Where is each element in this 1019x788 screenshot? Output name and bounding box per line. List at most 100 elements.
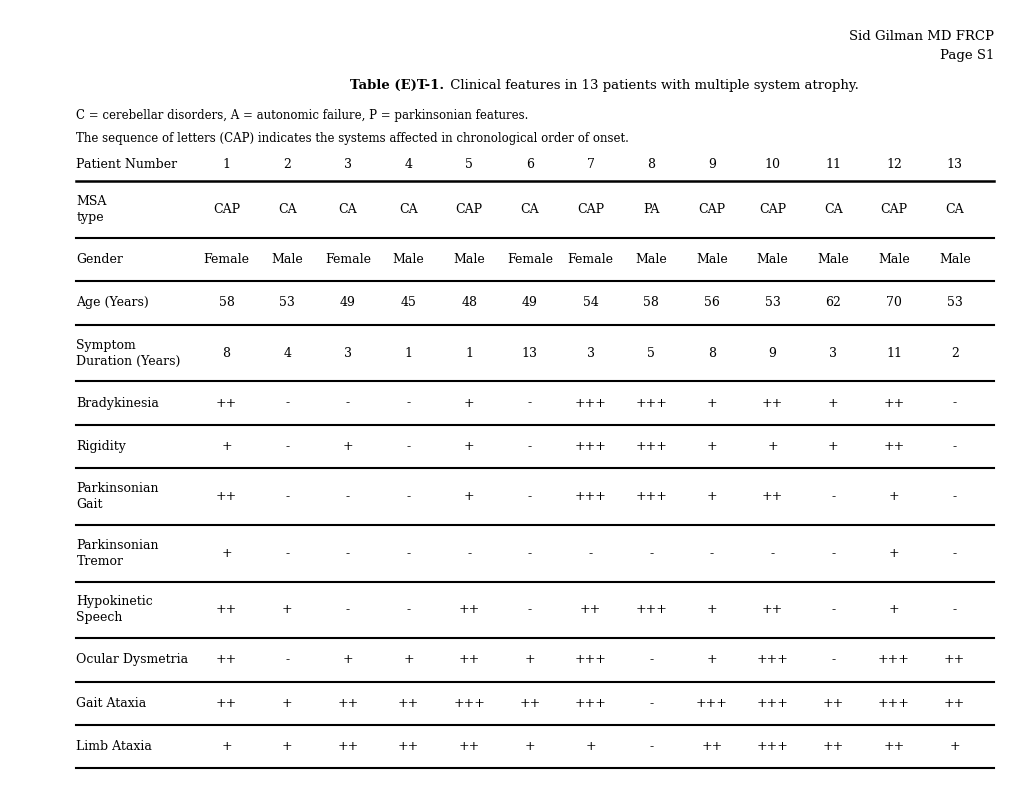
Text: +++: +++	[574, 490, 606, 503]
Text: Female: Female	[203, 253, 250, 266]
Text: +: +	[949, 740, 959, 753]
Text: -: -	[952, 604, 956, 616]
Text: ++: ++	[761, 604, 783, 616]
Text: Parkinsonian
Gait: Parkinsonian Gait	[76, 482, 159, 511]
Text: C = cerebellar disorders, A = autonomic failure, P = parkinsonian features.: C = cerebellar disorders, A = autonomic …	[76, 109, 529, 121]
Text: -: -	[345, 490, 350, 503]
Text: Page S1: Page S1	[940, 49, 994, 61]
Text: 4: 4	[405, 158, 412, 170]
Text: 9: 9	[707, 158, 715, 170]
Text: 13: 13	[946, 158, 962, 170]
Text: Male: Male	[695, 253, 728, 266]
Text: +++: +++	[756, 740, 788, 753]
Text: 48: 48	[461, 296, 477, 310]
Text: Male: Male	[635, 253, 666, 266]
Text: 70: 70	[886, 296, 901, 310]
Text: CA: CA	[277, 203, 297, 216]
Text: +++: +++	[574, 440, 606, 453]
Text: +: +	[888, 604, 899, 616]
Text: ++: ++	[216, 653, 236, 667]
Text: +: +	[888, 490, 899, 503]
Text: -: -	[830, 653, 835, 667]
Text: -: -	[830, 604, 835, 616]
Text: 13: 13	[522, 347, 537, 359]
Text: CAP: CAP	[213, 203, 239, 216]
Text: 53: 53	[946, 296, 962, 310]
Text: ++: ++	[822, 697, 843, 710]
Text: 49: 49	[522, 296, 537, 310]
Text: +: +	[342, 440, 353, 453]
Text: Male: Male	[816, 253, 849, 266]
Text: 3: 3	[343, 347, 352, 359]
Text: 5: 5	[465, 158, 473, 170]
Text: ++: ++	[701, 740, 721, 753]
Text: ++: ++	[761, 396, 783, 410]
Text: CA: CA	[398, 203, 418, 216]
Text: +++: +++	[756, 697, 788, 710]
Text: ++: ++	[216, 396, 236, 410]
Text: -: -	[588, 547, 592, 559]
Text: Clinical features in 13 patients with multiple system atrophy.: Clinical features in 13 patients with mu…	[445, 79, 858, 91]
Text: +: +	[706, 653, 716, 667]
Text: 8: 8	[707, 347, 715, 359]
Text: ++: ++	[822, 740, 843, 753]
Text: -: -	[648, 697, 653, 710]
Text: +: +	[706, 490, 716, 503]
Text: -: -	[284, 653, 289, 667]
Text: -: -	[952, 396, 956, 410]
Text: +: +	[888, 547, 899, 559]
Text: 58: 58	[218, 296, 234, 310]
Text: -: -	[284, 490, 289, 503]
Text: -: -	[527, 440, 532, 453]
Text: -: -	[952, 547, 956, 559]
Text: -: -	[527, 604, 532, 616]
Text: 49: 49	[339, 296, 356, 310]
Text: ++: ++	[459, 740, 479, 753]
Text: 11: 11	[886, 347, 901, 359]
Text: 2: 2	[950, 347, 958, 359]
Text: Male: Male	[937, 253, 970, 266]
Text: +++: +++	[635, 490, 666, 503]
Text: ++: ++	[459, 604, 479, 616]
Text: +: +	[827, 396, 838, 410]
Text: 4: 4	[283, 347, 290, 359]
Text: Female: Female	[567, 253, 613, 266]
Text: CA: CA	[520, 203, 539, 216]
Text: Ocular Dysmetria: Ocular Dysmetria	[76, 653, 189, 667]
Text: +: +	[464, 440, 474, 453]
Text: The sequence of letters (CAP) indicates the systems affected in chronological or: The sequence of letters (CAP) indicates …	[76, 132, 629, 145]
Text: ++: ++	[216, 490, 236, 503]
Text: 5: 5	[647, 347, 654, 359]
Text: 3: 3	[343, 158, 352, 170]
Text: +: +	[403, 653, 414, 667]
Text: ++: ++	[882, 440, 904, 453]
Text: Limb Ataxia: Limb Ataxia	[76, 740, 152, 753]
Text: 11: 11	[824, 158, 841, 170]
Text: ++: ++	[519, 697, 540, 710]
Text: 53: 53	[764, 296, 780, 310]
Text: +: +	[221, 740, 231, 753]
Text: 7: 7	[586, 158, 594, 170]
Text: -: -	[952, 490, 956, 503]
Text: +++: +++	[452, 697, 485, 710]
Text: ++: ++	[216, 604, 236, 616]
Text: -: -	[648, 547, 653, 559]
Text: 9: 9	[768, 347, 775, 359]
Text: -: -	[467, 547, 471, 559]
Text: 58: 58	[643, 296, 658, 310]
Text: +++: +++	[877, 697, 909, 710]
Text: +: +	[281, 697, 292, 710]
Text: CA: CA	[945, 203, 963, 216]
Text: Age (Years): Age (Years)	[76, 296, 149, 310]
Text: 1: 1	[465, 347, 473, 359]
Text: Male: Male	[392, 253, 424, 266]
Text: Symptom
Duration (Years): Symptom Duration (Years)	[76, 339, 180, 367]
Text: Patient Number: Patient Number	[76, 158, 177, 170]
Text: 56: 56	[703, 296, 719, 310]
Text: +: +	[221, 440, 231, 453]
Text: 8: 8	[647, 158, 654, 170]
Text: Gait Ataxia: Gait Ataxia	[76, 697, 147, 710]
Text: +: +	[585, 740, 595, 753]
Text: 8: 8	[222, 347, 230, 359]
Text: -: -	[648, 653, 653, 667]
